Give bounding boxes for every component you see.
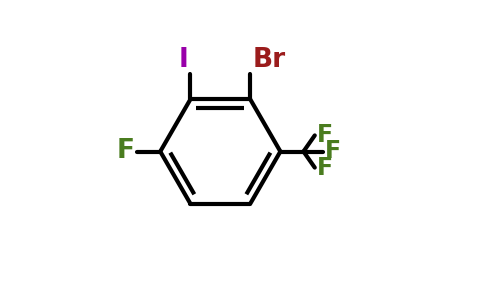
- Text: F: F: [317, 156, 333, 180]
- Text: F: F: [117, 139, 135, 164]
- Text: Br: Br: [253, 47, 286, 73]
- Text: F: F: [325, 140, 341, 164]
- Text: I: I: [178, 47, 188, 73]
- Text: F: F: [317, 123, 333, 147]
